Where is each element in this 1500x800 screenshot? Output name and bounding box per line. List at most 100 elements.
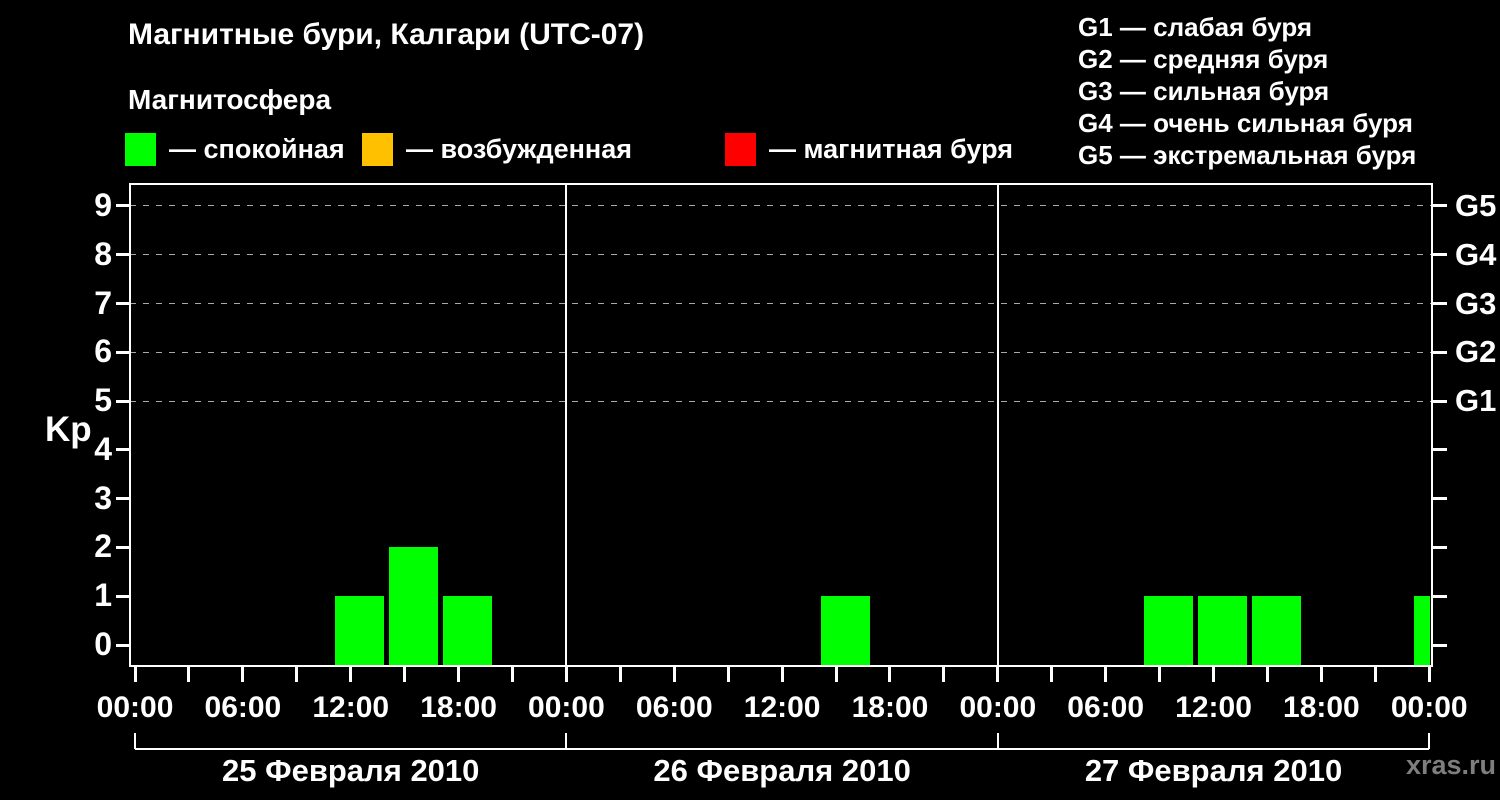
time-label: 00:00 <box>528 691 605 724</box>
legend-item-active: — возбужденная <box>362 133 632 166</box>
chart-subtitle: Магнитосфера <box>128 84 332 115</box>
kp-bar <box>443 596 493 667</box>
right-axis-tick <box>1433 545 1447 549</box>
storm-scale-g5: G5 — экстремальная буря <box>1078 140 1417 170</box>
time-label: 06:00 <box>204 691 282 724</box>
time-label: 12:00 <box>743 691 821 724</box>
x-axis-tick <box>349 667 353 682</box>
time-label: 06:00 <box>1067 691 1145 724</box>
x-axis-tick <box>834 667 838 682</box>
y-axis-label: 9 <box>94 186 112 223</box>
y-axis-tick <box>116 497 130 501</box>
right-axis-tick <box>1433 302 1447 306</box>
g-level-label: G1 <box>1455 383 1497 419</box>
x-axis-tick <box>942 667 946 682</box>
time-label: 00:00 <box>96 691 174 724</box>
day-separator <box>565 184 568 667</box>
active-color-swatch <box>362 133 393 166</box>
x-axis-tick <box>295 667 299 682</box>
right-axis-tick <box>1433 594 1447 598</box>
storm-scale-legend: G1 — слабая буря G2 — средняя буря G3 — … <box>1078 11 1416 171</box>
legend-item-quiet: — спокойная <box>125 133 345 166</box>
kp-bar <box>820 596 870 667</box>
y-axis-label: 3 <box>94 479 112 516</box>
y-axis-tick <box>116 350 130 354</box>
y-axis-tick <box>116 643 130 647</box>
x-axis-tick <box>996 667 1000 682</box>
kp-bar <box>1198 596 1247 667</box>
date-bracket-tick <box>996 733 999 749</box>
x-axis-tick <box>1373 667 1377 682</box>
legend-item-storm: — магнитная буря <box>725 133 1013 166</box>
x-axis-tick <box>1319 667 1323 682</box>
right-axis-tick <box>1433 350 1447 354</box>
y-axis-label: 6 <box>94 333 112 370</box>
y-axis-tick <box>116 253 130 257</box>
plot-area-border <box>129 183 1433 667</box>
y-axis-tick <box>116 302 130 306</box>
date-bracket-tick <box>565 733 568 749</box>
x-axis-tick <box>564 667 568 682</box>
g-level-label: G4 <box>1455 236 1497 272</box>
time-label: 12:00 <box>312 691 390 724</box>
y-axis-title: Kp <box>45 410 92 449</box>
x-axis-tick <box>1265 667 1269 682</box>
time-label: 18:00 <box>420 691 497 724</box>
time-label: 18:00 <box>1283 691 1360 724</box>
g-level-label: G3 <box>1455 285 1497 321</box>
x-axis-tick <box>511 667 514 682</box>
date-label: 26 Февраля 2010 <box>653 753 911 788</box>
x-axis-tick <box>133 667 137 682</box>
y-axis-label: 0 <box>94 625 112 662</box>
right-axis-tick <box>1433 497 1447 501</box>
y-axis-tick <box>116 594 130 598</box>
kp-gridline <box>130 351 1433 353</box>
date-bracket-line <box>135 748 1430 750</box>
kp-gridline <box>130 400 1433 402</box>
x-axis-tick <box>1104 667 1108 682</box>
y-axis-label: 5 <box>94 381 112 418</box>
kp-bar <box>335 596 385 667</box>
x-axis-tick <box>726 667 730 682</box>
kp-gridline <box>130 205 1433 207</box>
time-label: 06:00 <box>635 691 713 724</box>
x-axis-tick <box>457 667 461 682</box>
date-bracket-tick <box>134 733 137 749</box>
y-axis-tick <box>116 545 130 549</box>
kp-gridline <box>130 303 1433 305</box>
x-axis-tick <box>1050 667 1054 682</box>
storm-scale-g2: G2 — средняя буря <box>1078 44 1329 74</box>
x-axis-tick <box>241 667 245 682</box>
day-separator <box>996 184 999 667</box>
x-axis-tick <box>403 667 407 682</box>
x-axis-tick <box>780 667 784 682</box>
g-level-label: G2 <box>1455 334 1497 370</box>
watermark: xras.ru <box>1405 750 1496 780</box>
legend-label-storm: — магнитная буря <box>769 134 1013 164</box>
storm-scale-g1: G1 — слабая буря <box>1078 12 1313 42</box>
page-title: Магнитные бури, Калгари (UTC-07) <box>128 18 645 51</box>
x-axis-tick <box>1158 667 1162 682</box>
right-axis-tick <box>1433 253 1447 257</box>
g-level-label: G5 <box>1455 187 1497 223</box>
y-axis-label: 1 <box>94 577 112 614</box>
y-axis-tick <box>116 204 130 208</box>
right-axis-tick <box>1433 448 1447 452</box>
x-axis-tick <box>187 667 191 682</box>
date-label: 25 Февраля 2010 <box>222 753 480 788</box>
x-axis-tick <box>672 667 676 682</box>
right-axis-tick <box>1433 204 1447 208</box>
time-label: 00:00 <box>959 691 1037 724</box>
x-axis-tick <box>618 667 622 682</box>
x-axis-tick <box>1212 667 1216 682</box>
time-label: 12:00 <box>1175 691 1252 724</box>
storm-color-swatch <box>725 133 756 166</box>
kp-bar <box>1144 596 1194 667</box>
kp-bar <box>389 547 439 667</box>
storm-scale-g4: G4 — очень сильная буря <box>1078 108 1413 138</box>
time-label: 18:00 <box>851 691 929 724</box>
kp-bar <box>1413 596 1431 667</box>
quiet-color-swatch <box>125 133 156 166</box>
y-axis-label: 8 <box>94 235 112 272</box>
